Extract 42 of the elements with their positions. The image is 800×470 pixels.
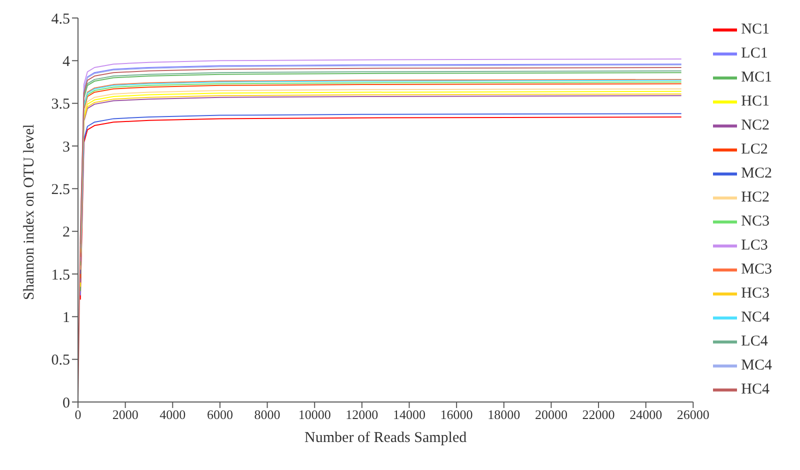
y-tick-label: 3 bbox=[62, 139, 70, 156]
y-tick-label: 4.5 bbox=[51, 11, 70, 28]
x-tick-label: 20000 bbox=[534, 407, 568, 422]
legend-label: HC4 bbox=[741, 381, 770, 398]
y-tick-label: 2 bbox=[62, 224, 70, 241]
legend-label: MC2 bbox=[741, 165, 772, 182]
legend-label: LC1 bbox=[741, 45, 768, 62]
y-tick-label: 4 bbox=[62, 54, 70, 70]
y-tick-label: 2.5 bbox=[51, 182, 70, 198]
legend-label: HC1 bbox=[741, 93, 770, 110]
x-tick-label: 22000 bbox=[582, 407, 615, 422]
x-axis-title: Number of Reads Sampled bbox=[304, 430, 468, 446]
x-tick-label: 14000 bbox=[392, 407, 426, 422]
legend-label: LC2 bbox=[741, 141, 768, 158]
legend-label: HC2 bbox=[741, 189, 770, 206]
x-tick-label: 10000 bbox=[298, 407, 331, 422]
x-tick-label: 2000 bbox=[112, 407, 138, 422]
legend-label: NC1 bbox=[741, 21, 770, 38]
legend-label: NC2 bbox=[741, 117, 770, 134]
x-tick-label: 6000 bbox=[206, 407, 233, 422]
x-tick-label: 0 bbox=[74, 407, 82, 422]
legend-label: LC4 bbox=[741, 333, 768, 350]
x-tick-label: 24000 bbox=[630, 407, 662, 422]
y-tick-label: 3.5 bbox=[51, 96, 70, 113]
legend-label: MC4 bbox=[741, 357, 772, 374]
x-tick-label: 16000 bbox=[440, 407, 473, 422]
y-tick-label: 0 bbox=[62, 395, 70, 412]
x-tick-label: 26000 bbox=[676, 407, 710, 422]
legend-label: HC3 bbox=[741, 285, 770, 302]
legend-label: MC1 bbox=[741, 69, 772, 86]
y-axis-title: Shannon index on OTU level bbox=[21, 124, 38, 300]
legend-label: NC4 bbox=[741, 309, 770, 326]
legend-label: LC3 bbox=[741, 237, 768, 254]
y-tick-label: 0.5 bbox=[51, 352, 70, 369]
legend-label: MC3 bbox=[741, 261, 772, 278]
x-tick-label: 12000 bbox=[346, 407, 378, 422]
x-tick-label: 4000 bbox=[160, 407, 186, 422]
x-tick-label: 18000 bbox=[488, 407, 520, 422]
x-tick-label: 8000 bbox=[254, 407, 280, 422]
legend-label: NC3 bbox=[741, 213, 770, 230]
y-tick-label: 1 bbox=[62, 310, 70, 326]
y-tick-label: 1.5 bbox=[51, 267, 70, 284]
